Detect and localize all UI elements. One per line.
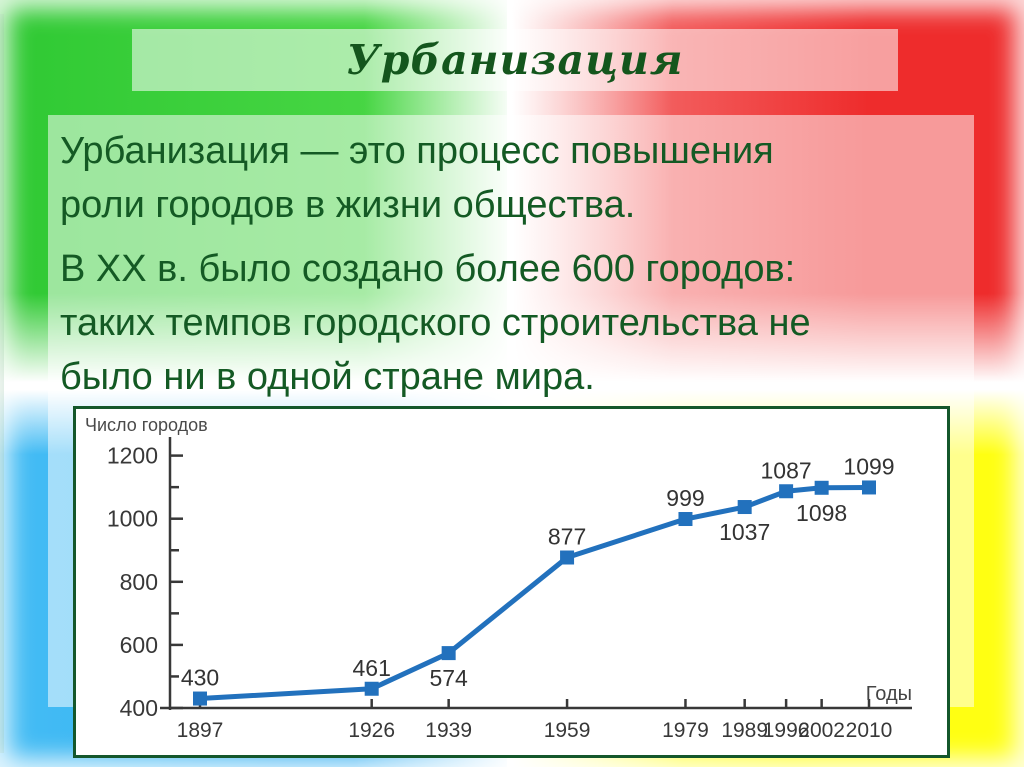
data-point-marker	[560, 550, 575, 565]
x-tick-label: 1989	[721, 719, 768, 742]
data-point-marker	[737, 500, 752, 515]
body-text: Урбанизация — это процесс повышения роли …	[60, 124, 990, 404]
data-point-label: 1087	[761, 457, 812, 483]
x-tick-label: 1979	[662, 719, 709, 742]
data-point-label: 1098	[796, 500, 847, 526]
title-banner: Урбанизация	[132, 29, 898, 91]
y-tick-label: 400	[120, 695, 158, 721]
y-tick-label: 800	[120, 569, 158, 595]
data-point-marker	[364, 681, 379, 696]
data-point-label: 430	[181, 665, 219, 691]
x-tick-label: 1939	[425, 719, 472, 742]
data-point-label: 999	[666, 485, 704, 511]
text-line: роли городов в жизни общества.	[60, 184, 636, 226]
data-point-marker	[779, 484, 794, 499]
text-line: В ХХ в. было создано более 600 городов:	[60, 248, 796, 290]
data-point-label: 877	[548, 524, 586, 550]
paragraph-definition: Урбанизация — это процесс повышения роли …	[60, 124, 990, 232]
data-point-marker	[678, 512, 693, 527]
y-tick-label: 1000	[107, 506, 158, 532]
data-point-marker	[814, 480, 829, 495]
page-title: Урбанизация	[346, 36, 684, 84]
text-line: таких темпов городского строительства не	[60, 302, 811, 344]
text-line: Урбанизация — это процесс повышения	[60, 130, 774, 172]
text-line: было ни в одной стране мира.	[60, 356, 595, 398]
data-point-marker	[862, 480, 876, 495]
left-edge-line	[0, 14, 4, 753]
x-tick-label: 1996	[763, 719, 810, 742]
x-tick-label: 1959	[544, 719, 591, 742]
data-point-label: 574	[429, 665, 468, 691]
data-point-label: 1099	[843, 453, 894, 479]
data-point-marker	[193, 691, 207, 706]
x-tick-label: 1897	[177, 719, 224, 742]
x-tick-label: 1926	[348, 719, 395, 742]
chart-panel: Число городов 400 600 800 1000 1200 1897 1926 19…	[73, 406, 950, 758]
x-axis-title: Годы	[866, 683, 912, 705]
chart-title: Число городов	[85, 415, 208, 435]
data-point-label: 461	[353, 655, 391, 681]
y-tick-label: 1200	[107, 443, 158, 469]
y-tick-label: 600	[120, 632, 158, 658]
x-tick-label: 2010	[846, 719, 893, 742]
x-tick-label: 2002	[798, 719, 845, 742]
data-point-label: 1037	[719, 519, 770, 545]
line-chart: Число городов 400 600 800 1000 1200 1897 1926 19…	[85, 415, 912, 742]
data-point-marker	[441, 646, 456, 661]
paragraph-fact: В ХХ в. было создано более 600 городов: т…	[60, 242, 990, 404]
